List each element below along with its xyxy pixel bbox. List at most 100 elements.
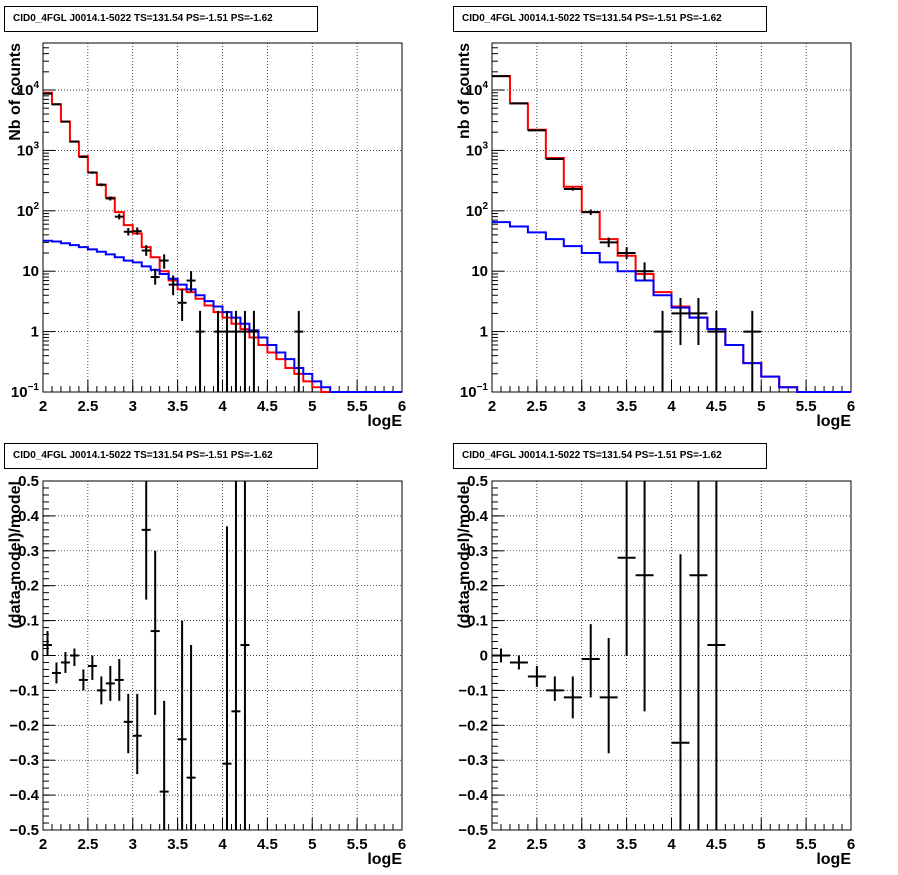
- x-tick-label: 5.5: [796, 398, 817, 415]
- data-point: [671, 554, 690, 830]
- data-point: [599, 638, 618, 754]
- data-point: [43, 631, 52, 656]
- y-tick-label: 103: [17, 140, 40, 159]
- residual-chart-left: 2 2.5 3 3.5 4 4.5 5 5.5 6 −0.5 −0.4 −0.3 −0.2 −0.1 0 0.…: [7, 473, 406, 868]
- y-tick-label: 1: [31, 324, 39, 341]
- data-point: [141, 245, 151, 256]
- x-axis-label: logE: [367, 413, 402, 430]
- y-tick-label: 102: [17, 201, 40, 220]
- counts-panel-right: 2 2.5 3 3.5 4 4.5 5 5.5 6 10−1 1 10 102 103 104 logE nb …: [449, 0, 898, 437]
- x-tick-label: 6: [398, 836, 406, 853]
- data-point: [635, 481, 654, 712]
- data-point: [707, 310, 726, 392]
- data-point: [60, 652, 70, 673]
- x-tick-label: 5: [757, 836, 765, 853]
- data-point: [527, 665, 546, 687]
- data-point: [87, 171, 97, 174]
- x-axis-label: logE: [816, 851, 851, 868]
- x-tick-label: 2.5: [526, 836, 547, 853]
- plot-frame: [42, 42, 403, 393]
- chart-title: CID0_4FGL J0014.1-5022 TS=131.54 PS=-1.5…: [4, 6, 318, 32]
- data-point: [159, 700, 169, 830]
- y-tick-label: −0.4: [9, 787, 39, 804]
- data-point: [222, 310, 232, 392]
- x-tick-label: 2.5: [77, 398, 98, 415]
- data-point: [132, 227, 142, 235]
- data-point: [509, 102, 528, 105]
- x-tick-label: 3.5: [167, 398, 188, 415]
- x-tick-label: 2.5: [77, 836, 98, 853]
- data-point: [114, 658, 124, 701]
- data-point: [150, 550, 160, 715]
- x-tick-label: 4.5: [257, 836, 278, 853]
- y-tick-label: 10−1: [11, 382, 40, 401]
- y-axis-label: nb of counts: [456, 43, 473, 139]
- data-point: [635, 262, 654, 281]
- data-point: [581, 209, 600, 216]
- y-axis-label: Nb of counts: [7, 43, 24, 141]
- data-point: [96, 676, 106, 705]
- data-point: [123, 693, 133, 754]
- data-point: [186, 645, 196, 830]
- series-line-red: [43, 91, 402, 393]
- y-tick-label: 0.2: [467, 578, 488, 595]
- residual-panel-left: 2 2.5 3 3.5 4 4.5 5 5.5 6 −0.5 −0.4 −0.3 −0.2 −0.1 0 0.…: [0, 437, 449, 874]
- y-tick-label: 1: [480, 324, 488, 341]
- x-tick-label: 3: [578, 398, 586, 415]
- data-point: [527, 129, 546, 132]
- data-point: [177, 620, 187, 830]
- x-tick-label: 6: [847, 836, 855, 853]
- data-point: [231, 481, 241, 830]
- y-tick-label: 10: [471, 263, 488, 280]
- x-tick-label: 3: [129, 836, 137, 853]
- counts-chart-left: 2 2.5 3 3.5 4 4.5 5 5.5 6 10−1 1 10 102 103 104 logE Nb …: [7, 42, 406, 430]
- data-point: [96, 183, 106, 187]
- y-tick-label: 0.3: [18, 543, 39, 560]
- y-tick-label: 0.4: [18, 508, 40, 525]
- data-point: [150, 268, 160, 285]
- x-tick-label: 4.5: [706, 398, 727, 415]
- chart-title: CID0_4FGL J0014.1-5022 TS=131.54 PS=-1.5…: [4, 443, 318, 469]
- y-tick-label: −0.4: [458, 787, 488, 804]
- y-tick-label: −0.5: [458, 822, 488, 839]
- x-tick-label: 4.5: [706, 836, 727, 853]
- y-tick-label: 0.1: [18, 613, 39, 630]
- y-tick-label: 0.2: [18, 578, 39, 595]
- data-point: [213, 310, 223, 392]
- plot-frame: [491, 42, 852, 393]
- y-tick-label: 0: [480, 648, 488, 665]
- data-point: [545, 676, 564, 701]
- y-tick-label: 10−1: [460, 382, 489, 401]
- data-point: [581, 624, 600, 698]
- x-tick-label: 5: [308, 398, 316, 415]
- data-point: [195, 310, 205, 392]
- data-point: [141, 481, 151, 600]
- data-point: [159, 254, 169, 269]
- data-point: [492, 648, 510, 663]
- x-tick-label: 2.5: [526, 398, 547, 415]
- data-point: [177, 289, 187, 321]
- y-tick-label: 0.5: [18, 473, 39, 490]
- data-point: [60, 120, 70, 123]
- data-point: [563, 187, 582, 191]
- y-tick-label: −0.3: [458, 752, 488, 769]
- y-tick-label: 0.4: [467, 508, 489, 525]
- data-point: [653, 310, 672, 392]
- data-point: [249, 310, 259, 392]
- data-point: [294, 310, 304, 392]
- y-tick-label: −0.1: [9, 682, 39, 699]
- x-tick-label: 4: [667, 398, 676, 415]
- x-tick-label: 5: [757, 398, 765, 415]
- data-point: [563, 676, 582, 719]
- series-line-blue: [492, 221, 851, 393]
- data-point: [123, 227, 133, 236]
- x-tick-label: 2: [488, 836, 496, 853]
- data-point: [231, 310, 241, 392]
- x-tick-label: 3: [578, 836, 586, 853]
- x-tick-label: 4: [667, 836, 676, 853]
- data-point: [222, 526, 232, 830]
- data-point: [671, 297, 690, 345]
- x-axis-label: logE: [816, 413, 851, 430]
- chart-title: CID0_4FGL J0014.1-5022 TS=131.54 PS=-1.5…: [453, 443, 767, 469]
- chart-title: CID0_4FGL J0014.1-5022 TS=131.54 PS=-1.5…: [453, 6, 767, 32]
